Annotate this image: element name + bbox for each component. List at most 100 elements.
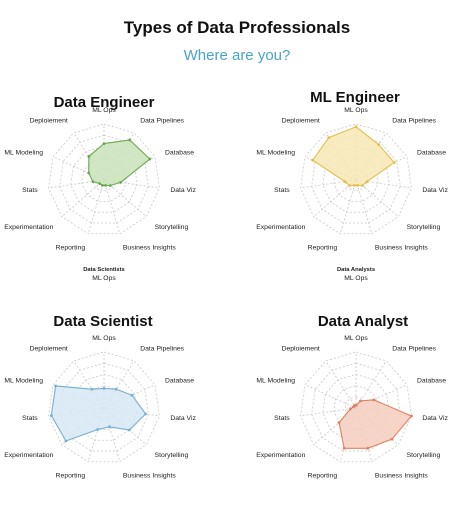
data-point-ml-ops xyxy=(102,387,106,390)
grid-spoke xyxy=(339,179,357,234)
radar-body: ML Ops Data Pipelines Database Data Viz Stor… xyxy=(4,335,196,479)
axis-label-ml-ops: ML Ops xyxy=(344,335,368,342)
chart-title: ML Engineer xyxy=(310,89,400,106)
data-point-reporting xyxy=(96,428,100,431)
data-point-deploiement xyxy=(327,136,331,140)
data-point-database xyxy=(130,393,134,397)
axis-label-ml-ops: ML Ops xyxy=(344,107,368,114)
axis-label-data-viz: Data Viz xyxy=(422,415,448,422)
grid-ring xyxy=(300,123,412,235)
axis-label-deploiement: Deploiement xyxy=(282,346,320,353)
axis-label-data-pipelines: Data Pipelines xyxy=(392,346,436,353)
data-point-ml-modeling xyxy=(54,384,58,388)
data-point-ml-modeling xyxy=(311,158,315,162)
data-point-data-viz xyxy=(144,412,147,416)
grid-ring xyxy=(70,145,138,213)
data-point-stats xyxy=(49,414,53,417)
axis-label-deploiement: Deploiement xyxy=(282,118,320,125)
data-point-reporting xyxy=(353,183,356,187)
axis-label-data-pipelines: Data Pipelines xyxy=(140,346,184,353)
axis-label-business-insights: Business Insights xyxy=(375,244,428,251)
data-point-ml-modeling xyxy=(87,171,91,175)
axis-label-reporting: Reporting xyxy=(56,244,86,251)
data-point-storytelling xyxy=(127,428,131,432)
axis-label-ml-modeling: ML Modeling xyxy=(256,149,295,156)
axis-label-deploiement: Deploiement xyxy=(30,346,68,353)
grid-ring xyxy=(81,157,127,202)
grid-ring xyxy=(344,396,368,420)
series-area xyxy=(311,126,396,187)
grid-spoke xyxy=(304,384,357,409)
radar-chart-data-scientist: Data Scientist ML Ops Data Pipelines Datab… xyxy=(4,313,196,479)
axis-label-database: Database xyxy=(165,149,194,156)
data-point-storytelling xyxy=(390,437,394,441)
axis-label-stats: Stats xyxy=(22,187,38,194)
page-subtitle: Where are you? xyxy=(183,47,291,64)
grid-spoke xyxy=(61,179,105,217)
legend-title: Data Scientists xyxy=(83,267,125,273)
axis-label-stats: Stats xyxy=(274,415,290,422)
axis-label-experimentation: Experimentation xyxy=(256,452,305,459)
axis-label-database: Database xyxy=(417,149,446,156)
radar-chart-data-analyst: Data Analyst ML Ops Data Pipelines Databas… xyxy=(256,313,448,479)
chart-title: Data Scientist xyxy=(53,313,152,330)
data-point-reporting xyxy=(342,446,346,450)
radar-body: ML Ops Data Pipelines Database Data Viz Stor… xyxy=(256,335,448,479)
axis-label-ml-modeling: ML Modeling xyxy=(256,377,295,384)
data-point-deploiement xyxy=(90,387,94,391)
data-point-stats xyxy=(349,407,352,411)
axis-label-business-insights: Business Insights xyxy=(123,472,176,479)
data-point-database xyxy=(392,161,396,164)
grid-spoke xyxy=(325,360,357,409)
axis-label-storytelling: Storytelling xyxy=(155,452,189,459)
axis-label-ml-modeling: ML Modeling xyxy=(4,377,43,384)
axis-label-storytelling: Storytelling xyxy=(407,224,441,231)
axis-label-experimentation: Experimentation xyxy=(4,452,53,459)
axis-label-experimentation: Experimentation xyxy=(4,224,53,231)
data-point-database xyxy=(372,398,376,402)
radar-chart-ml-engineer: ML Engineer ML Ops Data Pipelines Database… xyxy=(256,89,448,282)
axis-label-data-viz: Data Viz xyxy=(170,415,196,422)
page-title: Types of Data Professionals xyxy=(123,18,351,37)
data-point-ml-ops xyxy=(102,142,106,146)
axis-label-ml-modeling: ML Modeling xyxy=(4,149,43,156)
data-point-stats xyxy=(343,180,347,183)
data-point-storytelling xyxy=(360,184,364,187)
axis-label-stats: Stats xyxy=(22,415,38,422)
axis-label-reporting: Reporting xyxy=(308,244,338,251)
data-point-data-viz xyxy=(410,414,413,418)
axis-label-deploiement: Deploiement xyxy=(30,118,68,125)
axis-label-stats: Stats xyxy=(274,187,290,194)
axis-label-storytelling: Storytelling xyxy=(155,224,189,231)
axis-label-experimentation: Experimentation xyxy=(256,224,305,231)
axis-label-business-insights: Business Insights xyxy=(375,472,428,479)
data-point-experimentation xyxy=(64,439,68,443)
grid-ring xyxy=(81,385,127,430)
axis-label-ml-ops: ML Ops xyxy=(92,335,116,342)
data-point-business-insights xyxy=(356,183,359,187)
axis-label-database: Database xyxy=(417,377,446,384)
radar-body: ML Ops Data Pipelines Database Data Viz Stor… xyxy=(4,107,196,251)
axis-label-data-viz: Data Viz xyxy=(170,187,196,194)
series-area xyxy=(88,139,151,187)
data-point-stats xyxy=(91,180,95,183)
data-point-deploiement xyxy=(87,155,91,158)
radar-body: ML Ops Data Pipelines Database Data Viz Stor… xyxy=(256,107,448,251)
grid-spoke xyxy=(103,179,121,234)
series-area xyxy=(50,385,147,442)
axis-label-business-insights: Business Insights xyxy=(123,244,176,251)
data-point-experimentation xyxy=(98,182,102,186)
data-point-experimentation xyxy=(348,184,352,187)
data-point-data-viz xyxy=(365,180,369,183)
chart-title: Data Engineer xyxy=(54,94,155,111)
axis-label-storytelling: Storytelling xyxy=(407,452,441,459)
data-point-deploiement xyxy=(353,404,356,408)
legend-item: ML Ops xyxy=(344,275,368,282)
data-point-business-insights xyxy=(366,446,370,450)
chart-title: Data Analyst xyxy=(318,313,408,330)
axis-label-reporting: Reporting xyxy=(308,472,338,479)
grid-spoke xyxy=(355,179,373,234)
legend-title: Data Analysts xyxy=(337,267,375,273)
data-point-data-pipelines xyxy=(114,387,118,391)
